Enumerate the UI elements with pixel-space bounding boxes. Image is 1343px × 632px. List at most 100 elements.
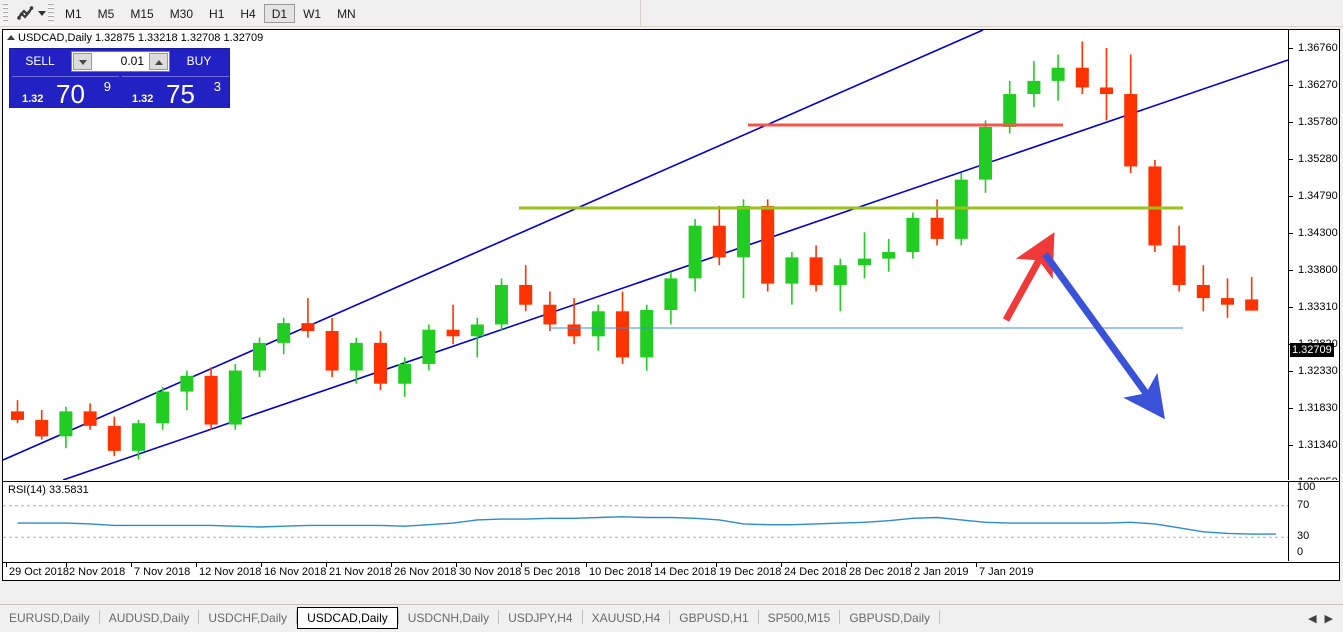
toolbar-grip[interactable] — [3, 3, 8, 24]
timeframe-m15[interactable]: M15 — [130, 7, 154, 21]
rsi-plot-area[interactable]: RSI(14) 33.5831 — [3, 482, 1288, 561]
date-label: 29 Oct 2018 — [9, 566, 69, 578]
date-label: 10 Dec 2018 — [589, 566, 652, 578]
tab-separator — [581, 610, 583, 624]
candle-body — [470, 324, 484, 337]
candle-body — [1172, 245, 1186, 285]
date-tick — [781, 563, 782, 567]
tab-xauusd-h4[interactable]: XAUUSD,H4 — [591, 611, 661, 625]
chart-frame: USDCAD,Daily 1.32875 1.33218 1.32708 1.3… — [2, 29, 1340, 581]
one-click-trading-panel: SELL 0.01 BUY 1.32 70 9 — [9, 48, 230, 109]
timeframe-group: M1 M5 M15 M30 H1 H4 D1 W1 MN — [57, 0, 364, 27]
tab-usdcnh-daily[interactable]: USDCNH,Daily — [407, 611, 490, 625]
candle-body — [204, 375, 218, 425]
price-label: 1.34790 — [1298, 190, 1338, 202]
date-tick — [586, 563, 587, 567]
timeframe-w1[interactable]: W1 — [303, 7, 322, 21]
bearish-arrow[interactable] — [1042, 251, 1165, 420]
candle-body — [809, 257, 823, 285]
tab-audusd-daily[interactable]: AUDUSD,Daily — [108, 611, 190, 625]
collapse-triangle-icon[interactable] — [7, 35, 15, 40]
price-tick — [1289, 445, 1293, 446]
date-label: 2 Nov 2018 — [69, 566, 126, 578]
sell-price-quote[interactable]: 1.32 70 9 — [12, 76, 119, 109]
rsi-level-lines — [3, 505, 1288, 538]
rsi-axis-label: 0 — [1297, 546, 1304, 558]
tab-usdchf-daily[interactable]: USDCHF,Daily — [208, 611, 288, 625]
forecast-arrows — [1002, 232, 1165, 420]
tab-usdcad-daily[interactable]: USDCAD,Daily — [297, 607, 398, 629]
buy-price-fraction: 3 — [213, 79, 221, 94]
timeframe-h4[interactable]: H4 — [240, 7, 256, 21]
candle-body — [253, 342, 266, 371]
rsi-line — [17, 516, 1276, 535]
candle-body — [1075, 67, 1089, 88]
price-tick — [1289, 122, 1293, 123]
price-plot-area[interactable] — [3, 30, 1288, 480]
candle-body — [1100, 87, 1113, 95]
trend-channel-lines — [3, 30, 1288, 480]
candle-body — [979, 126, 992, 180]
tab-gbpusd-h1[interactable]: GBPUSD,H1 — [679, 611, 749, 625]
channel-lower[interactable] — [62, 59, 1288, 480]
candle-body — [858, 258, 871, 266]
volume-increment-button[interactable] — [149, 53, 168, 70]
candle-body — [107, 425, 121, 451]
sell-button[interactable]: SELL — [25, 54, 55, 68]
candle-body — [422, 329, 436, 364]
sell-price-big: 70 — [56, 79, 85, 109]
date-label: 5 Dec 2018 — [524, 566, 581, 578]
price-tick — [1289, 196, 1293, 197]
date-tick — [326, 563, 327, 567]
candle-body — [1051, 67, 1065, 81]
timeframe-d1[interactable]: D1 — [263, 4, 296, 23]
candle-body — [11, 411, 24, 420]
rsi-svg — [3, 505, 1288, 538]
timeframe-mn[interactable]: MN — [337, 7, 356, 21]
toolbar-divider — [640, 0, 641, 27]
volume-input[interactable]: 0.01 — [71, 51, 170, 72]
arrow-right-icon[interactable]: ▶ — [1324, 613, 1333, 625]
chart-tab-bar: EURUSD,Daily AUDUSD,Daily USDCHF,Daily USDC… — [0, 604, 1343, 632]
tab-gbpusd-daily[interactable]: GBPUSD,Daily — [849, 611, 931, 625]
date-axis[interactable]: 29 Oct 2018 2 Nov 2018 7 Nov 2018 12 Nov 20… — [3, 562, 1339, 580]
candle-body — [543, 304, 557, 325]
date-tick — [261, 563, 262, 567]
candle-body — [495, 284, 508, 325]
arrow-left-icon[interactable]: ◀ — [1308, 613, 1317, 625]
volume-decrement-button[interactable] — [73, 53, 92, 70]
tab-sp500-m15[interactable]: SP500,M15 — [767, 611, 831, 625]
channel-upper[interactable] — [3, 30, 984, 461]
timeframe-h1[interactable]: H1 — [209, 7, 225, 21]
toolbar: M1 M5 M15 M30 H1 H4 D1 W1 MN — [0, 0, 1343, 27]
date-label: 12 Nov 2018 — [199, 566, 262, 578]
price-label: 1.32330 — [1298, 365, 1338, 377]
buy-price-quote[interactable]: 1.32 75 3 — [122, 76, 229, 109]
tab-separator — [839, 610, 841, 624]
bullish-arrow[interactable] — [1002, 232, 1055, 322]
candle-body — [83, 411, 97, 426]
date-label: 7 Nov 2018 — [134, 566, 191, 578]
tab-separator — [98, 610, 100, 624]
price-tick — [1289, 48, 1293, 49]
tab-usdjpy-h4[interactable]: USDJPY,H4 — [508, 611, 573, 625]
candle-body — [591, 311, 605, 337]
timeframe-m1[interactable]: M1 — [65, 7, 82, 21]
price-tick — [1289, 307, 1293, 308]
timeframes-icon[interactable] — [14, 4, 36, 24]
tab-eurusd-daily[interactable]: EURUSD,Daily — [9, 611, 90, 625]
rsi-axis[interactable]: 100 70 30 0 — [1288, 481, 1339, 561]
date-tick — [131, 563, 132, 567]
timeframe-m5[interactable]: M5 — [97, 7, 115, 21]
timeframe-m30[interactable]: M30 — [169, 7, 194, 21]
candle-body — [349, 342, 363, 371]
price-axis[interactable]: 1.36760 1.36270 1.35780 1.35280 1.34790 1.343… — [1288, 30, 1339, 480]
date-label: 16 Nov 2018 — [264, 566, 327, 578]
candle-body — [616, 311, 629, 358]
date-tick — [976, 563, 977, 567]
price-tick — [1289, 270, 1293, 271]
candle-body — [785, 257, 799, 284]
buy-button[interactable]: BUY — [186, 54, 212, 68]
chevron-down-icon[interactable] — [38, 11, 46, 16]
